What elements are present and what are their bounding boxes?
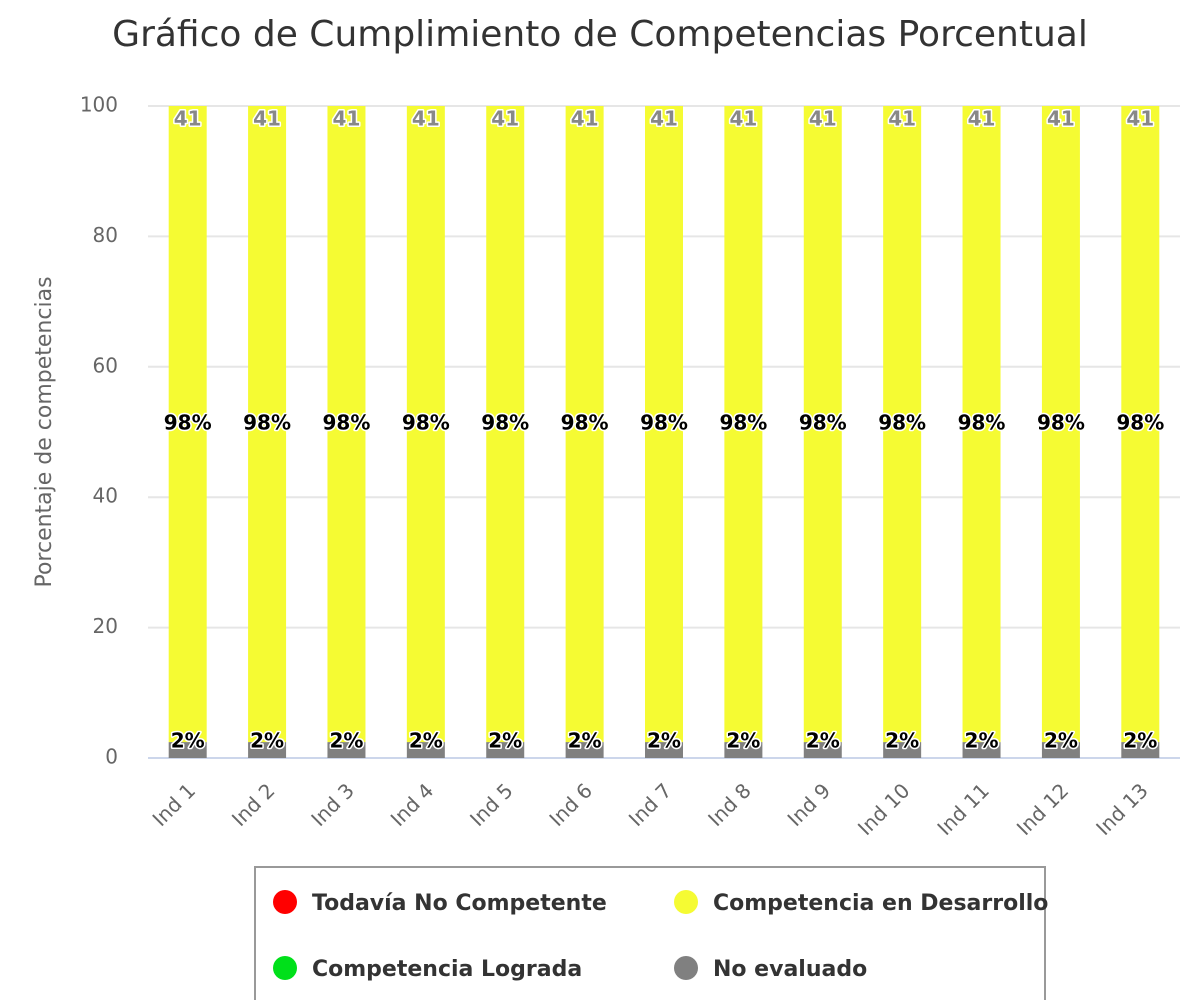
bar-segment xyxy=(1121,742,1160,758)
x-tick-label: Ind 2 xyxy=(227,778,280,831)
data-label: 2% xyxy=(171,729,205,753)
y-tick-label: 0 xyxy=(105,745,118,769)
legend-marker xyxy=(674,890,698,914)
stack-total-label: 41 xyxy=(491,107,519,131)
bar-segment xyxy=(565,106,604,743)
x-tick-label: Ind 13 xyxy=(1091,778,1153,840)
legend-marker xyxy=(273,890,297,914)
x-tick-label: Ind 11 xyxy=(932,778,994,840)
y-tick-label: 80 xyxy=(93,223,118,247)
data-label: 98% xyxy=(719,411,767,435)
legend-label[interactable]: Competencia Lograda xyxy=(312,957,582,982)
x-tick-label: Ind 4 xyxy=(386,778,439,831)
data-label: 2% xyxy=(329,729,363,753)
data-label: 98% xyxy=(402,411,450,435)
stack-total-label: 41 xyxy=(968,107,996,131)
bar-segment xyxy=(565,742,604,758)
bar-segment xyxy=(248,106,287,743)
bar-segment xyxy=(1041,106,1080,743)
bar-segment xyxy=(1121,106,1160,743)
x-tick-label: Ind 8 xyxy=(703,778,756,831)
chart-title: Gráfico de Cumplimiento de Competencias … xyxy=(112,14,1088,55)
bar-segment xyxy=(724,742,763,758)
stack-total-label: 41 xyxy=(412,107,440,131)
bar-segment xyxy=(327,106,366,743)
stack-total-label: 41 xyxy=(333,107,361,131)
bar-segment xyxy=(248,742,287,758)
data-label: 2% xyxy=(647,729,681,753)
stack-total-label: 41 xyxy=(174,107,202,131)
bar-segment xyxy=(327,742,366,758)
data-label: 98% xyxy=(243,411,291,435)
bar-segment xyxy=(1041,742,1080,758)
x-tick-label: Ind 3 xyxy=(306,778,359,831)
x-tick-label: Ind 5 xyxy=(465,778,518,831)
legend-label[interactable]: No evaluado xyxy=(713,957,867,982)
data-label: 2% xyxy=(1044,729,1078,753)
stack-total-label: 41 xyxy=(1126,107,1154,131)
legend-label[interactable]: Todavía No Competente xyxy=(312,891,607,916)
data-label: 98% xyxy=(878,411,926,435)
y-axis-title: Porcentaje de competencias xyxy=(32,276,57,587)
data-label: 2% xyxy=(806,729,840,753)
data-label: 2% xyxy=(1123,729,1157,753)
legend-marker xyxy=(273,956,297,980)
data-label: 2% xyxy=(409,729,443,753)
data-label: 98% xyxy=(958,411,1006,435)
bar-segment xyxy=(883,742,922,758)
data-label: 98% xyxy=(323,411,371,435)
x-tick-label: Ind 7 xyxy=(624,778,677,831)
data-label: 2% xyxy=(488,729,522,753)
bar-segment xyxy=(883,106,922,743)
bar-segment xyxy=(168,742,207,758)
data-label: 98% xyxy=(164,411,212,435)
data-label: 98% xyxy=(640,411,688,435)
data-label: 98% xyxy=(1116,411,1164,435)
stack-total-label: 41 xyxy=(888,107,916,131)
stack-total-label: 41 xyxy=(809,107,837,131)
x-tick-label: Ind 12 xyxy=(1012,778,1074,840)
bar-segment xyxy=(724,106,763,743)
bar-segment xyxy=(486,742,525,758)
data-label: 98% xyxy=(799,411,847,435)
y-tick-label: 20 xyxy=(93,614,118,638)
data-label: 2% xyxy=(568,729,602,753)
bar-segment xyxy=(962,742,1001,758)
stack-total-label: 41 xyxy=(1047,107,1075,131)
data-label: 2% xyxy=(250,729,284,753)
x-tick-label: Ind 6 xyxy=(544,778,597,831)
legend-label[interactable]: Competencia en Desarrollo xyxy=(713,891,1048,916)
data-label: 2% xyxy=(965,729,999,753)
bar-segment xyxy=(803,742,842,758)
data-label: 98% xyxy=(481,411,529,435)
data-label: 2% xyxy=(726,729,760,753)
data-label: 98% xyxy=(561,411,609,435)
y-tick-label: 40 xyxy=(93,484,118,508)
bar-segment xyxy=(962,106,1001,743)
bar-segment xyxy=(486,106,525,743)
data-label: 2% xyxy=(885,729,919,753)
bar-segment xyxy=(168,106,207,743)
stack-total-label: 41 xyxy=(650,107,678,131)
data-label: 98% xyxy=(1037,411,1085,435)
bar-segment xyxy=(803,106,842,743)
bar-segment xyxy=(645,742,683,758)
legend-marker xyxy=(674,956,698,980)
y-tick-label: 100 xyxy=(80,93,118,117)
legend-box xyxy=(254,866,1046,1000)
bar-segment xyxy=(645,106,683,743)
stack-total-label: 41 xyxy=(729,107,757,131)
x-tick-label: Ind 10 xyxy=(853,778,915,840)
x-tick-label: Ind 9 xyxy=(783,778,836,831)
stack-total-label: 41 xyxy=(571,107,599,131)
bar-segment xyxy=(406,742,445,758)
y-tick-label: 60 xyxy=(93,353,118,377)
stack-total-label: 41 xyxy=(253,107,281,131)
x-tick-label: Ind 1 xyxy=(148,778,201,831)
bar-segment xyxy=(406,106,445,743)
